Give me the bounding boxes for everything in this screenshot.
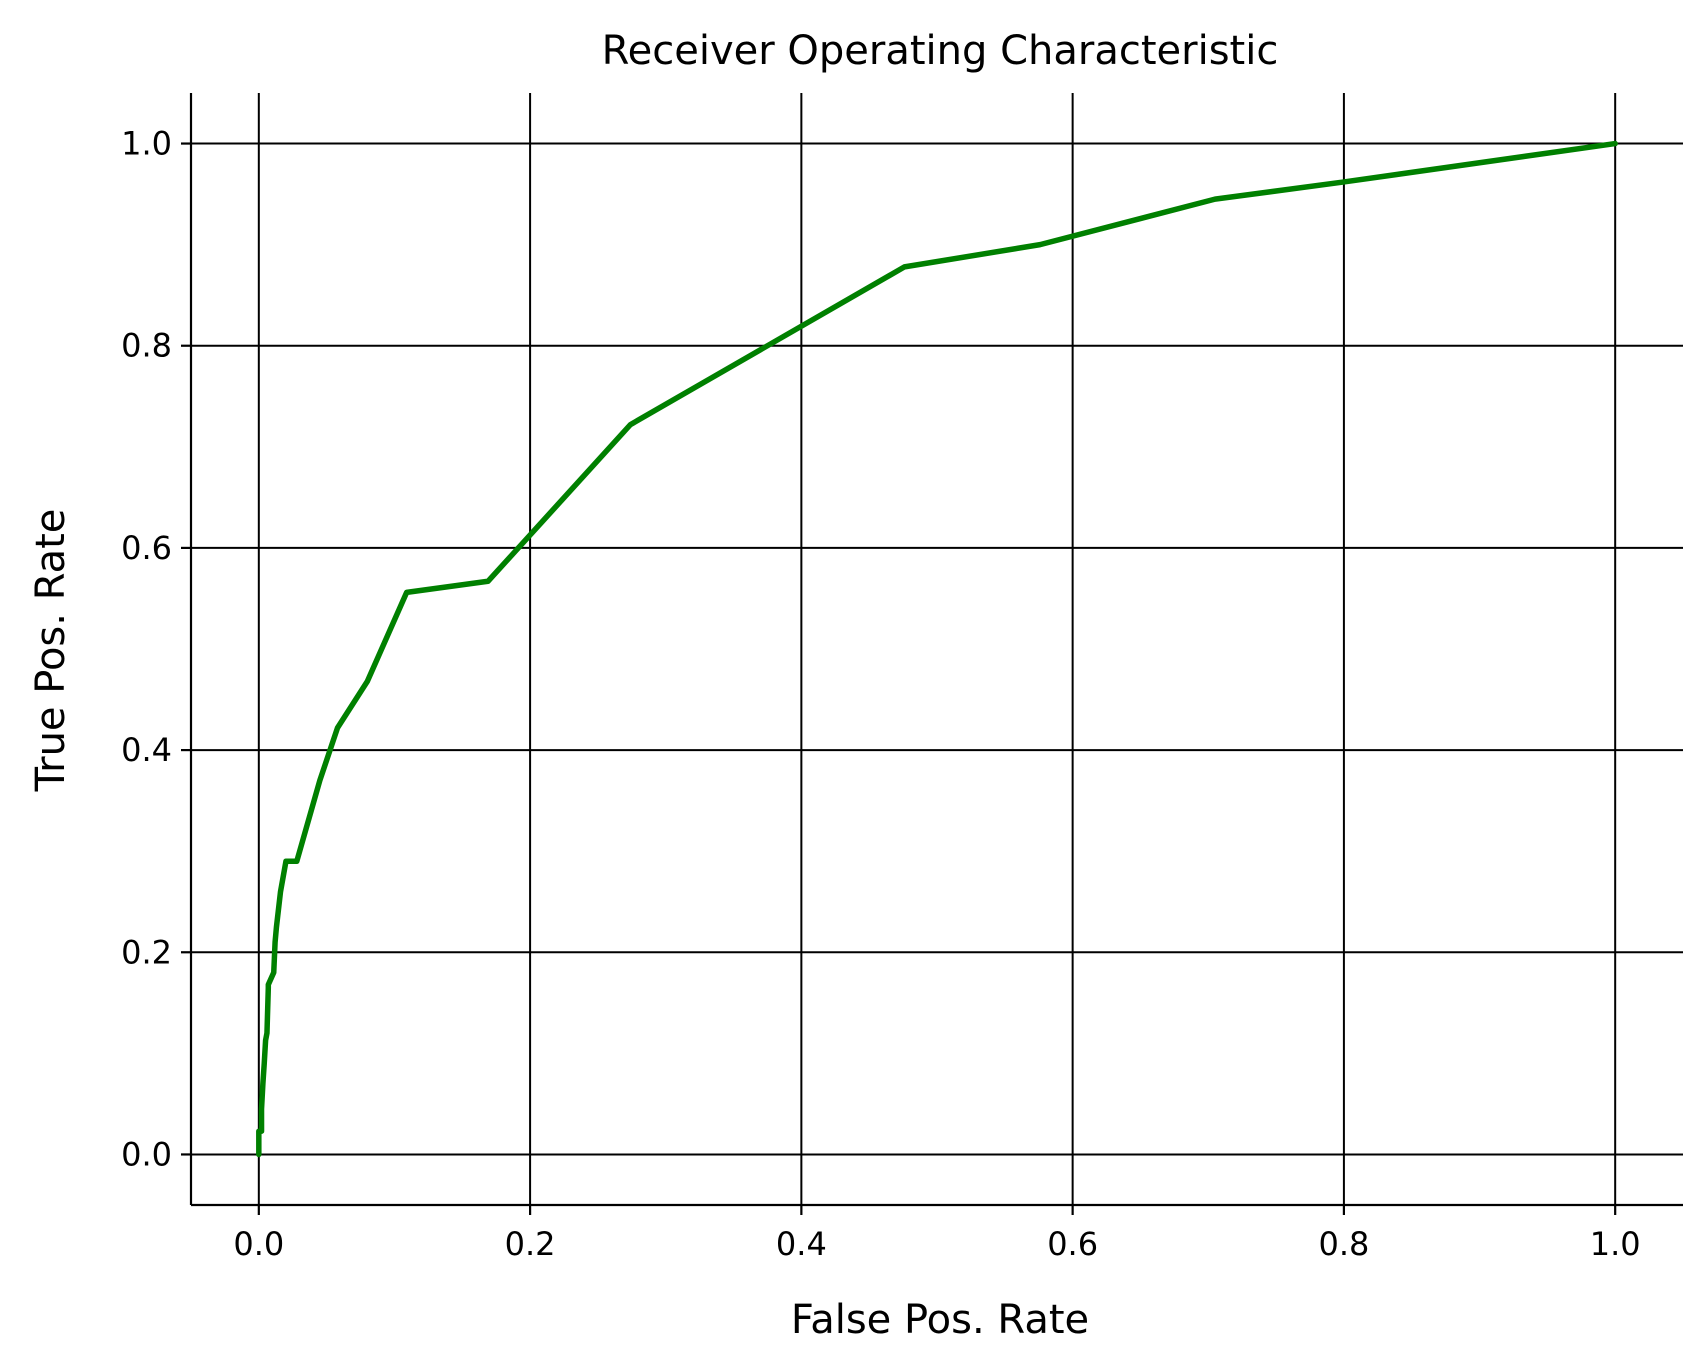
chart-title: Receiver Operating Characteristic: [602, 28, 1279, 74]
x-tick-label: 1.0: [1590, 1225, 1641, 1263]
y-tick-label: 0.6: [121, 529, 172, 567]
y-tick-label: 0.2: [121, 933, 172, 971]
x-axis-label: False Pos. Rate: [791, 1297, 1089, 1343]
x-tick-label: 0.6: [1047, 1225, 1098, 1263]
y-axis-label: True Pos. Rate: [28, 509, 74, 793]
roc-curve-line: [256, 140, 1618, 1158]
y-tick-label: 1.0: [121, 125, 172, 163]
x-tick-label: 0.8: [1318, 1225, 1369, 1263]
series-layer: [256, 140, 1618, 1158]
x-tick-label: 0.0: [233, 1225, 284, 1263]
gridlines: [191, 93, 1683, 1205]
x-tick-label: 0.4: [776, 1225, 827, 1263]
y-tick-label: 0.0: [121, 1135, 172, 1173]
x-tick-label: 0.2: [505, 1225, 556, 1263]
axes: [181, 93, 1683, 1215]
y-tick-label: 0.4: [121, 731, 172, 769]
tick-labels: 0.0 0.2 0.4 0.6 0.8 1.0 0.0 0.2 0.4 0.6 0.8 1.0: [121, 125, 1641, 1263]
y-tick-label: 0.8: [121, 327, 172, 365]
